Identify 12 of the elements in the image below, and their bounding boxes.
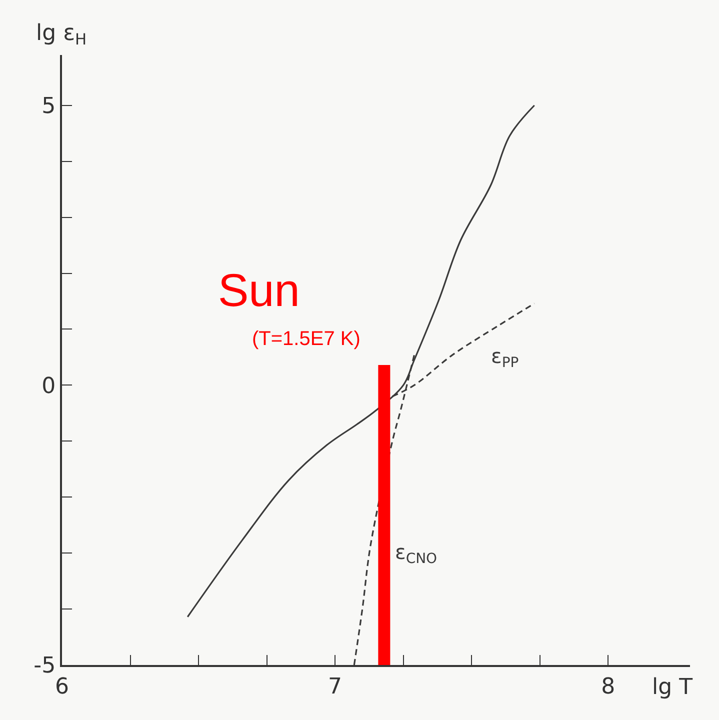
series-label: ε$_{PP}$ xyxy=(491,344,519,372)
x-tick-label: 6 xyxy=(55,674,69,700)
x-tick-label: 7 xyxy=(328,674,342,700)
y-tick-label: 5 xyxy=(42,94,56,120)
annotation: (T=1.5E7 K) xyxy=(252,328,360,350)
y-tick-label: 0 xyxy=(42,374,56,399)
y-tick-label: -5 xyxy=(34,654,56,679)
y-axis-title: lg ε$_{H}$ xyxy=(36,21,87,49)
series-label: ε$_{CNO}$ xyxy=(395,540,438,568)
x-axis-title: lg T xyxy=(652,675,694,700)
x-tick-label: 8 xyxy=(601,674,616,700)
annotation: Sun xyxy=(218,264,300,316)
